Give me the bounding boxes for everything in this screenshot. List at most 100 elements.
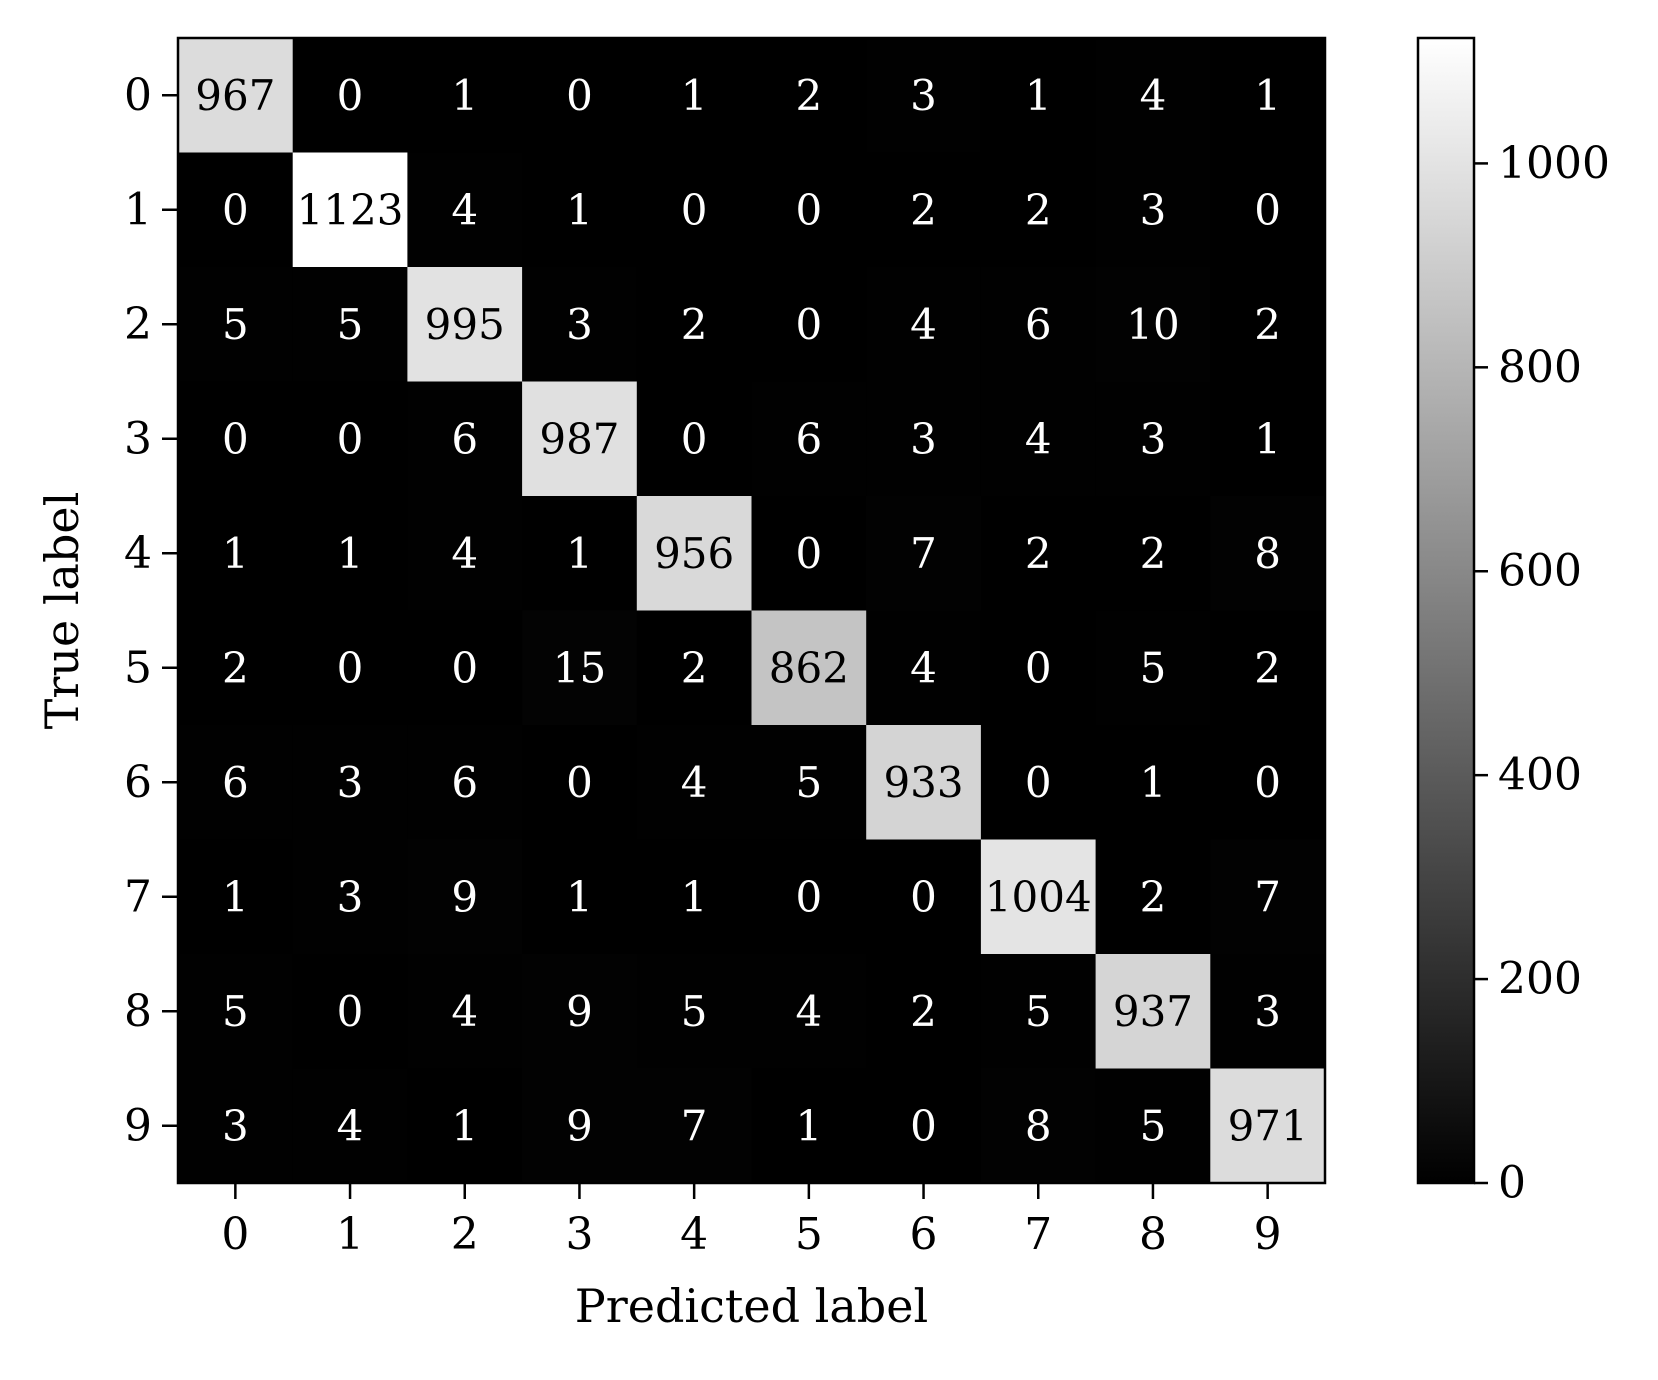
cell-value-r1-c4: 0 (681, 185, 708, 234)
x-tick-label-8: 8 (1139, 1209, 1167, 1260)
colorbar-tick-label-5: 1000 (1498, 138, 1610, 189)
heatmap-cell-r2-c9 (1210, 267, 1326, 383)
cell-value-r6-c7: 0 (1025, 758, 1052, 807)
cell-value-r1-c3: 1 (566, 185, 593, 234)
cell-value-r3-c0: 0 (222, 414, 249, 463)
heatmap-cell-r0-c1 (292, 38, 408, 154)
cell-value-r8-c7: 5 (1025, 987, 1052, 1036)
y-tick-label-1: 1 (124, 184, 152, 235)
heatmap-cell-r2-c5 (751, 267, 867, 383)
heatmap-cell-r6-c7 (980, 725, 1097, 841)
heatmap-cell-r7-c0 (178, 839, 294, 955)
cell-value-r1-c7: 2 (1025, 185, 1052, 234)
heatmap-cell-r4-c8 (1095, 496, 1211, 612)
cell-value-r4-c1: 1 (337, 529, 364, 578)
heatmap-cell-r4-c2 (407, 496, 523, 612)
heatmap-cell-r4-c1 (292, 496, 408, 612)
x-axis-label: Predicted label (575, 1279, 928, 1333)
heatmap-cell-r5-c4 (636, 610, 753, 726)
cell-value-r7-c9: 7 (1254, 872, 1281, 921)
colorbar-tick-label-4: 800 (1498, 342, 1582, 393)
heatmap-cell-r6-c1 (292, 725, 408, 841)
y-tick-label-2: 2 (124, 299, 152, 350)
y-tick-label-4: 4 (124, 528, 152, 579)
heatmap-cell-r7-c3 (522, 839, 638, 955)
heatmap-cell-r3-c5 (751, 381, 867, 497)
cell-value-r3-c4: 0 (681, 414, 708, 463)
cell-value-r1-c6: 2 (910, 185, 937, 234)
cell-value-r0-c9: 1 (1254, 71, 1281, 120)
cell-value-r5-c1: 0 (337, 643, 364, 692)
heatmap-cell-r1-c2 (407, 152, 523, 268)
x-axis: 0 1 2 3 4 5 6 7 8 9 (221, 1183, 1282, 1260)
cell-value-r6-c3: 0 (566, 758, 593, 807)
heatmap-cell-r8-c6 (866, 954, 982, 1070)
cell-value-r3-c6: 3 (910, 414, 937, 463)
cell-value-r5-c8: 5 (1140, 643, 1167, 692)
heatmap-cell-r3-c0 (178, 381, 294, 497)
cell-value-r4-c7: 2 (1025, 529, 1052, 578)
heatmap-cell-r6-c3 (522, 725, 638, 841)
cell-value-r4-c0: 1 (222, 529, 249, 578)
heatmap-cell-r8-c4 (636, 954, 753, 1070)
cell-value-r1-c8: 3 (1140, 185, 1167, 234)
colorbar-tick-label-1: 200 (1498, 954, 1582, 1005)
heatmap-cell-r0-c5 (751, 38, 867, 154)
heatmap-cell-r3-c8 (1095, 381, 1211, 497)
heatmap-cell-r7-c7 (980, 839, 1097, 955)
y-tick-label-5: 5 (124, 642, 152, 693)
heatmap-cell-r7-c4 (636, 839, 753, 955)
heatmap-cell-r2-c0 (178, 267, 294, 383)
heatmap-cell-r1-c1 (292, 152, 408, 268)
heatmap-cell-r4-c6 (866, 496, 982, 612)
cell-value-r4-c3: 1 (566, 529, 593, 578)
cell-value-r1-c9: 0 (1254, 185, 1281, 234)
heatmap-cell-r5-c5 (751, 610, 867, 726)
cell-value-r4-c8: 2 (1140, 529, 1167, 578)
y-tick-label-8: 8 (124, 986, 152, 1037)
heatmap-cell-r0-c9 (1210, 38, 1326, 154)
heatmap-cell-r3-c1 (292, 381, 408, 497)
heatmap-cell-r2-c7 (980, 267, 1097, 383)
heatmap-cell-r8-c0 (178, 954, 294, 1070)
cell-value-r3-c8: 3 (1140, 414, 1167, 463)
heatmap-cell-r4-c7 (980, 496, 1097, 612)
cell-value-r4-c4: 956 (654, 529, 734, 578)
cell-values: 967 0 1 0 1 2 3 1 4 10 1123 4 1 0 0 2 2 3 05 5 995 3 2 0 4 6 10 20 0… (195, 71, 1307, 1151)
heatmap-cell-r1-c6 (866, 152, 982, 268)
cell-value-r5-c4: 2 (681, 643, 708, 692)
cell-value-r9-c8: 5 (1140, 1101, 1167, 1150)
heatmap-cell-r9-c2 (407, 1068, 523, 1184)
cell-value-r9-c0: 3 (222, 1101, 249, 1150)
cell-value-r6-c9: 0 (1254, 758, 1281, 807)
heatmap-cell-r4-c5 (751, 496, 867, 612)
heatmap-cell-r3-c7 (980, 381, 1097, 497)
plot-frame (176, 36, 1327, 1185)
cell-value-r5-c5: 862 (769, 643, 849, 692)
x-tick-label-6: 6 (910, 1209, 938, 1260)
cell-value-r5-c3: 15 (553, 643, 606, 692)
heatmap-cell-r0-c6 (866, 38, 982, 154)
heatmap-cell-r7-c8 (1095, 839, 1211, 955)
heatmap-cell-r4-c3 (522, 496, 638, 612)
cell-value-r3-c9: 1 (1254, 414, 1281, 463)
heatmap-cell-r9-c3 (522, 1068, 638, 1184)
heatmap-cell-r6-c6 (866, 725, 982, 841)
x-tick-label-5: 5 (795, 1209, 823, 1260)
y-tick-label-9: 9 (124, 1100, 152, 1151)
cell-value-r5-c0: 2 (222, 643, 249, 692)
cell-value-r9-c7: 8 (1025, 1101, 1052, 1150)
heatmap-cell-r9-c7 (980, 1068, 1097, 1184)
cell-value-r8-c0: 5 (222, 987, 249, 1036)
cell-value-r6-c8: 1 (1140, 758, 1167, 807)
cell-value-r0-c4: 1 (681, 71, 708, 120)
heatmap-cell-r1-c7 (980, 152, 1097, 268)
x-tick-label-9: 9 (1254, 1209, 1282, 1260)
cell-value-r8-c6: 2 (910, 987, 937, 1036)
y-tick-label-0: 0 (124, 70, 152, 121)
x-tick-label-0: 0 (221, 1209, 249, 1260)
cell-value-r5-c9: 2 (1254, 643, 1281, 692)
heatmap-cell-r3-c9 (1210, 381, 1326, 497)
heatmap-cell-r6-c9 (1210, 725, 1326, 841)
